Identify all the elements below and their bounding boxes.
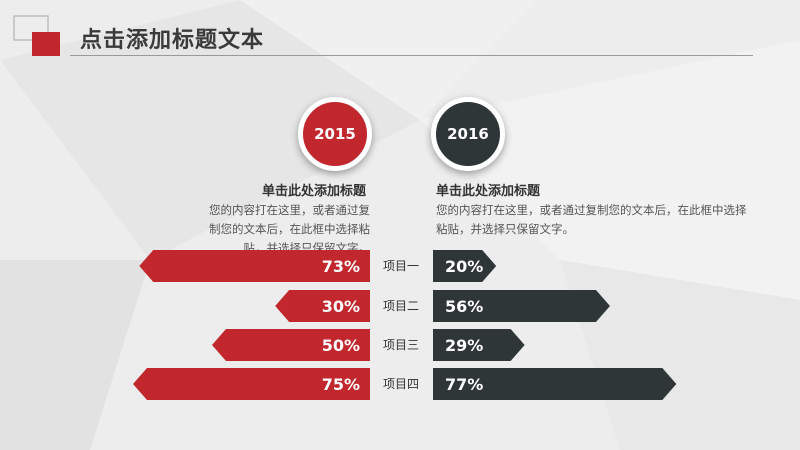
bar-label-2015-2: 30% <box>322 297 360 316</box>
bar-2016-1 <box>433 250 497 282</box>
bar-label-2015-1: 73% <box>322 257 360 276</box>
bar-label-2016-3: 29% <box>445 336 483 355</box>
bar-label-2015-3: 50% <box>322 336 360 355</box>
section-heading-2015: 单击此处添加标题 <box>262 184 367 199</box>
bar-2015-1 <box>139 250 370 282</box>
year-badge-2015: 2015 <box>298 97 372 171</box>
bar-label-2015-4: 75% <box>322 375 360 394</box>
page-title: 点击添加标题文本 <box>80 28 265 53</box>
category-label-1: 项目一 <box>383 259 419 273</box>
section-heading-2016: 单击此处添加标题 <box>436 184 541 199</box>
logo-mark <box>0 0 70 70</box>
category-label-3: 项目三 <box>383 338 419 352</box>
bar-label-2016-4: 77% <box>445 375 483 394</box>
bar-2016-4 <box>433 368 677 400</box>
bar-2016-3 <box>433 329 525 361</box>
category-label-4: 项目四 <box>383 377 419 391</box>
bar-2015-2 <box>275 290 370 322</box>
bar-2015-3 <box>212 329 370 361</box>
bar-label-2016-2: 56% <box>445 297 483 316</box>
description-2016: 您的内容打在这里，或者通过复制您的文本后，在此框中选择粘贴，并选择只保留文字。 <box>436 203 747 236</box>
description-2015: 您的内容打在这里，或者通过复制您的文本后，在此框中选择粘贴，并选择只保留文字。 <box>209 203 370 255</box>
title-divider <box>70 55 753 56</box>
bar-2015-4 <box>133 368 370 400</box>
year-badge-2016: 2016 <box>431 97 505 171</box>
bar-2016-2 <box>433 290 610 322</box>
bar-label-2016-1: 20% <box>445 257 483 276</box>
category-label-2: 项目二 <box>383 299 419 313</box>
